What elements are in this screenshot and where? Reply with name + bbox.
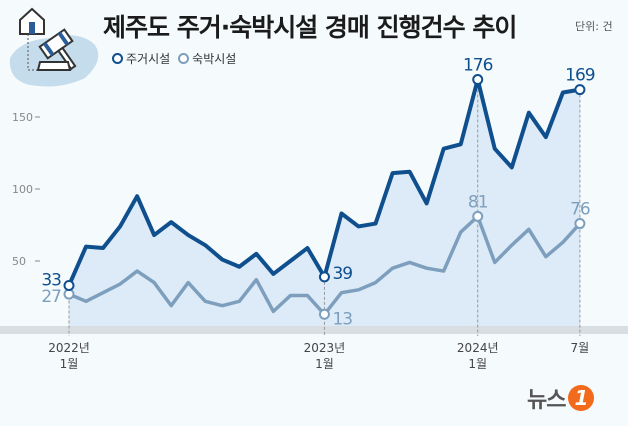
data-label: 76 (570, 200, 590, 220)
highlight-marker (472, 74, 484, 86)
y-tick-label: 50 (12, 255, 26, 268)
highlight-marker (472, 210, 484, 222)
jeju-island-shape (9, 35, 99, 87)
data-label: 169 (565, 66, 595, 86)
x-tick-label: 1월 (60, 357, 79, 371)
highlight-marker (318, 308, 330, 320)
news1-logo: 뉴스 1 (527, 382, 595, 414)
data-label: 176 (463, 56, 493, 76)
x-tick-label: 2022년 (48, 341, 90, 355)
y-tick-label: 150 (12, 111, 33, 124)
x-axis-band (0, 326, 628, 334)
data-label: 33 (41, 270, 61, 290)
highlight-marker (63, 279, 75, 291)
legend-item-residential: 주거시설 (112, 50, 170, 67)
highlight-marker (318, 271, 330, 283)
legend-marker (178, 53, 190, 64)
highlight-marker (574, 218, 586, 230)
legend: 주거시설 숙박시설 (112, 50, 236, 67)
x-tick-label: 7월 (571, 341, 590, 355)
area-fill-residential (69, 79, 580, 326)
data-label: 13 (332, 309, 352, 329)
x-tick-label: 2024년 (457, 341, 499, 355)
logo-badge: 1 (568, 385, 595, 411)
gavel-icon (38, 28, 77, 71)
chart-title: 제주도 주거·숙박시설 경매 진행건수 추이 (103, 13, 517, 42)
legend-item-lodging: 숙박시설 (178, 50, 236, 67)
unit-label: 단위: 건 (575, 20, 613, 33)
data-label: 81 (468, 192, 488, 212)
legend-label: 주거시설 (126, 52, 171, 66)
highlight-marker (574, 84, 586, 96)
y-tick-label: 100 (12, 183, 33, 196)
legend-marker (112, 53, 123, 64)
data-label: 27 (41, 287, 61, 307)
x-tick-label: 1월 (468, 357, 487, 371)
legend-label: 숙박시설 (192, 52, 237, 66)
house-icon (19, 7, 45, 35)
data-label: 39 (332, 264, 352, 284)
jeju-auction-illustration (9, 7, 99, 87)
x-tick-label: 2023년 (304, 341, 346, 355)
logo-text: 뉴스 (527, 388, 566, 413)
x-tick-label: 1월 (315, 357, 334, 371)
